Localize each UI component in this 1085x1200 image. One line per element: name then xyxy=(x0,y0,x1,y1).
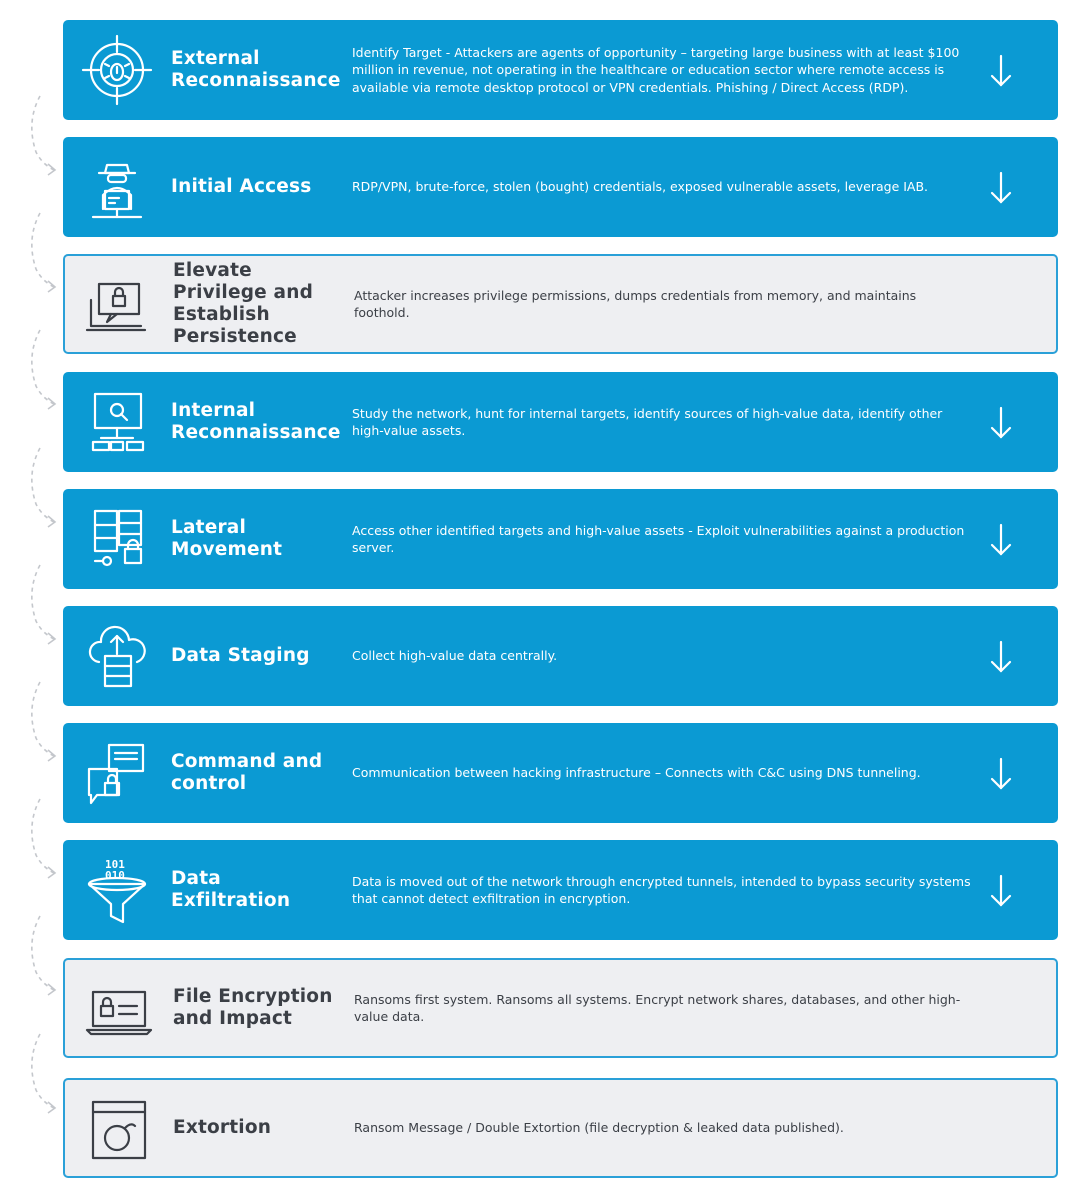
dashed-connector-arrow-icon xyxy=(31,681,57,762)
step-card: 101 010 Data Exfiltration Data is moved out… xyxy=(63,840,1058,940)
dashed-connector-arrow-icon xyxy=(31,1033,57,1114)
step-description: Collect high-value data centrally. xyxy=(352,648,558,664)
step-title: Elevate Privilege and Establish Persiste… xyxy=(173,260,314,347)
arrow-down-icon xyxy=(990,874,1012,907)
step-description: Access other identified targets and high… xyxy=(352,522,965,556)
dashed-connector-arrow-icon xyxy=(31,798,57,879)
arrow-down-icon xyxy=(990,640,1012,673)
dashed-connector-arrow-icon xyxy=(31,564,57,645)
hacker-icon xyxy=(91,163,143,219)
browser-bomb-icon xyxy=(91,1100,147,1160)
arrow-down-icon xyxy=(990,757,1012,790)
step-card: Data Staging Collect high-value data cent… xyxy=(63,606,1058,706)
dashed-connector-arrow-icon xyxy=(31,915,57,996)
step-description: Communication between hacking infrastruc… xyxy=(352,765,921,781)
step-title: Lateral Movement xyxy=(171,517,283,560)
dashed-connector-arrow-icon xyxy=(31,212,57,293)
step-description: Study the network, hunt for internal tar… xyxy=(352,405,943,439)
step-card: File Encryption and Impact Ransoms first … xyxy=(63,958,1058,1058)
step-card: Elevate Privilege and Establish Persiste… xyxy=(63,254,1058,354)
cloud-upload-icon xyxy=(88,625,146,688)
network-search-icon xyxy=(91,392,145,452)
step-card: External Reconnaissance Identify Target -… xyxy=(63,20,1058,120)
step-title: Extortion xyxy=(173,1117,272,1138)
binary-text: 101 xyxy=(105,858,125,871)
step-card: Extortion Ransom Message / Double Extorti… xyxy=(63,1078,1058,1178)
step-title: Internal Reconnaissance xyxy=(171,400,341,443)
step-description: Identify Target - Attackers are agents o… xyxy=(352,44,960,95)
laptop-lock-icon xyxy=(85,282,147,332)
step-card: Internal Reconnaissance Study the network… xyxy=(63,372,1058,472)
binary-text: 010 xyxy=(105,869,125,882)
arrow-down-icon xyxy=(990,171,1012,204)
chat-lock-icon xyxy=(87,743,145,805)
step-title: Command and control xyxy=(171,751,323,794)
step-title: Data Staging xyxy=(171,645,310,666)
server-lock-icon xyxy=(93,509,143,567)
step-title: File Encryption and Impact xyxy=(173,986,333,1029)
step-description: RDP/VPN, brute-force, stolen (bought) cr… xyxy=(352,179,929,195)
dashed-connector-arrow-icon xyxy=(31,95,57,176)
step-card: Lateral Movement Access other identified … xyxy=(63,489,1058,589)
step-title: External Reconnaissance xyxy=(171,48,341,91)
dashed-connector-arrow-icon xyxy=(31,447,57,528)
step-description: Ransoms first system. Ransoms all system… xyxy=(354,991,961,1025)
step-card: Command and control Communication between… xyxy=(63,723,1058,823)
bug-target-icon xyxy=(81,34,153,106)
step-description: Data is moved out of the network through… xyxy=(352,873,971,907)
step-title: Initial Access xyxy=(171,176,312,197)
laptop-encrypt-icon xyxy=(85,990,153,1036)
dashed-connector-arrow-icon xyxy=(31,329,57,410)
step-description: Attacker increases privilege permissions… xyxy=(354,287,917,321)
arrow-down-icon xyxy=(990,406,1012,439)
step-card: Initial Access RDP/VPN, brute-force, stol… xyxy=(63,137,1058,237)
arrow-down-icon xyxy=(990,54,1012,87)
arrow-down-icon xyxy=(990,523,1012,556)
step-title: Data Exfiltration xyxy=(171,868,291,911)
step-description: Ransom Message / Double Extortion (file … xyxy=(354,1120,844,1136)
